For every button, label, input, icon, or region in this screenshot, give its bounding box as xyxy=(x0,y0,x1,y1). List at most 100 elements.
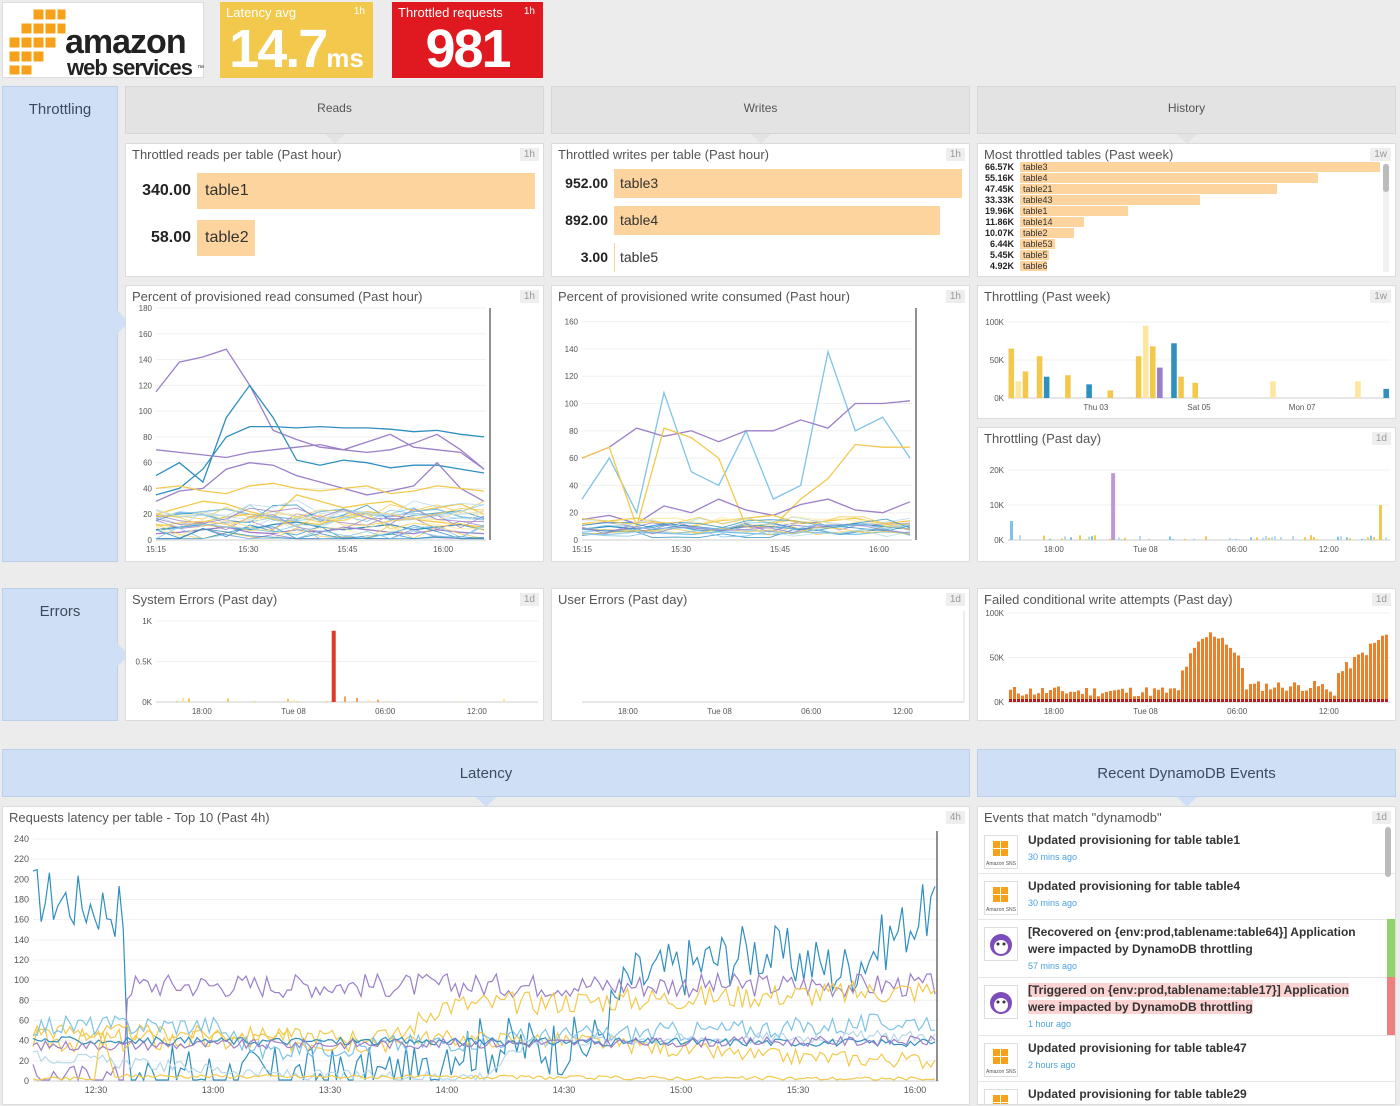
bar xyxy=(1178,377,1184,398)
bar xyxy=(1108,390,1114,398)
event-item[interactable]: [Recovered on {env:prod,tablename:table6… xyxy=(978,919,1395,978)
bar xyxy=(1337,699,1340,702)
most-throttled-panel[interactable]: Most throttled tables (Past week) 1w 66.… xyxy=(977,143,1396,277)
bar xyxy=(1250,537,1252,540)
bar xyxy=(1019,535,1021,540)
bar xyxy=(326,701,328,702)
bar xyxy=(1345,699,1348,702)
x-tick-label: 14:30 xyxy=(553,1085,576,1095)
y-tick-label: 180 xyxy=(139,304,153,313)
read-consumed-panel[interactable]: Percent of provisioned read consumed (Pa… xyxy=(125,285,544,562)
y-tick-label: 160 xyxy=(139,330,153,339)
y-tick-label: 40 xyxy=(143,484,152,493)
bar xyxy=(1353,657,1356,702)
bar xyxy=(1089,699,1092,702)
bar xyxy=(1049,539,1051,540)
bar xyxy=(1077,699,1080,702)
bar xyxy=(1157,368,1163,398)
latency-panel[interactable]: Requests latency per table - Top 10 (Pas… xyxy=(2,806,970,1105)
event-time: 2 hours ago xyxy=(1028,1057,1375,1074)
x-tick-label: 15:45 xyxy=(337,545,358,554)
y-tick-label: 100K xyxy=(985,318,1004,327)
bar xyxy=(1073,699,1076,702)
bar xyxy=(1057,699,1060,702)
panel-span: 1w xyxy=(1370,148,1391,161)
scrollbar[interactable] xyxy=(1383,164,1389,272)
toplist-name: table5 xyxy=(1023,250,1048,260)
event-item[interactable]: Amazon SNS Updated provisioning for table… xyxy=(978,1035,1395,1082)
events-panel[interactable]: Events that match "dynamodb" 1d Amazon S… xyxy=(977,806,1396,1105)
bar xyxy=(1225,645,1228,702)
bar xyxy=(1069,699,1072,702)
amazon-sns-icon: Amazon SNS xyxy=(984,1043,1018,1077)
failed-writes-panel[interactable]: Failed conditional write attempts (Past … xyxy=(977,588,1396,721)
x-tick-label: 16:00 xyxy=(869,545,890,554)
bar xyxy=(1271,537,1273,540)
throttled-reads-panel[interactable]: Throttled reads per table (Past hour) 1h… xyxy=(125,143,544,277)
x-tick-label: Mon 07 xyxy=(1289,403,1316,412)
y-tick-label: 10K xyxy=(990,501,1005,510)
x-tick-label: 15:15 xyxy=(146,545,167,554)
bar xyxy=(1381,699,1384,702)
event-time: 57 mins ago xyxy=(1028,958,1375,975)
event-text[interactable]: [Recovered on {env:prod,tablename:table6… xyxy=(1028,924,1375,975)
bar xyxy=(1166,539,1168,540)
bar xyxy=(1265,536,1267,540)
datadog-icon xyxy=(984,985,1018,1019)
throttled-writes-panel[interactable]: Throttled writes per table (Past hour) 1… xyxy=(551,143,970,277)
scrollbar-thumb[interactable] xyxy=(1383,164,1389,192)
panel-title: Throttled writes per table (Past hour) xyxy=(558,147,769,162)
bar xyxy=(1081,699,1084,702)
y-tick-label: 0 xyxy=(574,536,579,545)
scrollbar-thumb[interactable] xyxy=(1385,827,1391,877)
bar xyxy=(254,701,256,702)
event-text[interactable]: [Triggered on {env:prod,tablename:table1… xyxy=(1028,982,1375,1033)
bar xyxy=(1229,699,1232,702)
write-consumed-panel[interactable]: Percent of provisioned write consumed (P… xyxy=(551,285,970,562)
bar xyxy=(1253,699,1256,702)
x-tick-label: 06:00 xyxy=(375,707,396,716)
bar xyxy=(1361,699,1364,702)
event-text[interactable]: Updated provisioning for table table29 xyxy=(1028,1086,1375,1103)
bar xyxy=(1070,537,1072,540)
bar xyxy=(1101,699,1104,702)
event-item[interactable]: [Triggered on {env:prod,tablename:table1… xyxy=(978,977,1395,1036)
y-tick-label: 20 xyxy=(569,509,578,518)
throttled-requests-widget[interactable]: Throttled requests 1h 981 xyxy=(392,2,543,78)
panel-span: 1h xyxy=(520,148,539,161)
latency-avg-widget[interactable]: Latency avg 1h 14.7ms xyxy=(220,2,373,78)
